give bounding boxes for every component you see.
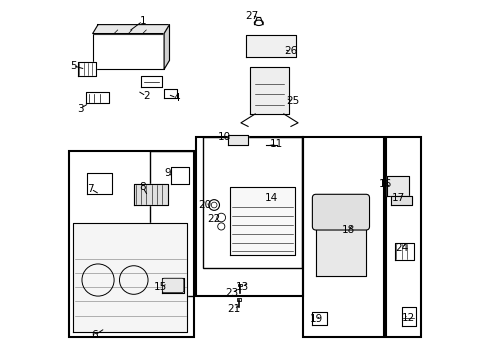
Polygon shape xyxy=(315,198,365,276)
Text: 16: 16 xyxy=(378,179,391,189)
Polygon shape xyxy=(93,24,169,33)
Text: 7: 7 xyxy=(87,184,94,194)
Text: 22: 22 xyxy=(207,214,220,224)
Text: 9: 9 xyxy=(164,168,171,178)
Polygon shape xyxy=(87,173,112,194)
Polygon shape xyxy=(390,196,411,205)
Polygon shape xyxy=(171,167,189,184)
Polygon shape xyxy=(78,62,96,76)
Bar xyxy=(238,284,242,287)
Polygon shape xyxy=(85,93,108,103)
Text: 27: 27 xyxy=(244,11,258,21)
Text: 15: 15 xyxy=(154,282,167,292)
Text: 18: 18 xyxy=(341,225,354,235)
Polygon shape xyxy=(246,35,296,57)
Text: 11: 11 xyxy=(269,139,283,149)
Polygon shape xyxy=(228,135,247,145)
Text: 23: 23 xyxy=(225,288,238,297)
Polygon shape xyxy=(164,24,169,69)
Text: 1: 1 xyxy=(139,16,146,26)
Text: 19: 19 xyxy=(309,314,322,324)
Polygon shape xyxy=(73,223,187,332)
FancyBboxPatch shape xyxy=(312,194,369,230)
Text: 4: 4 xyxy=(173,93,180,103)
Text: 8: 8 xyxy=(139,182,146,192)
Text: 26: 26 xyxy=(284,46,297,57)
Text: 21: 21 xyxy=(227,303,240,314)
Text: 14: 14 xyxy=(264,193,277,203)
Text: 17: 17 xyxy=(391,193,404,203)
Text: 2: 2 xyxy=(142,91,149,101)
Polygon shape xyxy=(249,67,288,114)
Text: 10: 10 xyxy=(218,132,231,142)
Text: 5: 5 xyxy=(70,61,76,71)
Polygon shape xyxy=(134,184,167,205)
Polygon shape xyxy=(401,307,415,327)
Polygon shape xyxy=(312,312,326,325)
Bar xyxy=(237,298,241,301)
Text: 12: 12 xyxy=(401,312,415,323)
Text: 13: 13 xyxy=(236,282,249,292)
FancyBboxPatch shape xyxy=(162,278,183,293)
Text: 20: 20 xyxy=(198,200,211,210)
Polygon shape xyxy=(230,187,294,255)
Polygon shape xyxy=(394,243,413,260)
Text: 24: 24 xyxy=(394,243,407,253)
Polygon shape xyxy=(162,278,183,293)
Polygon shape xyxy=(386,176,408,196)
Text: 6: 6 xyxy=(91,330,98,341)
Text: 3: 3 xyxy=(77,104,83,113)
Text: 25: 25 xyxy=(285,96,299,107)
Polygon shape xyxy=(164,89,176,98)
